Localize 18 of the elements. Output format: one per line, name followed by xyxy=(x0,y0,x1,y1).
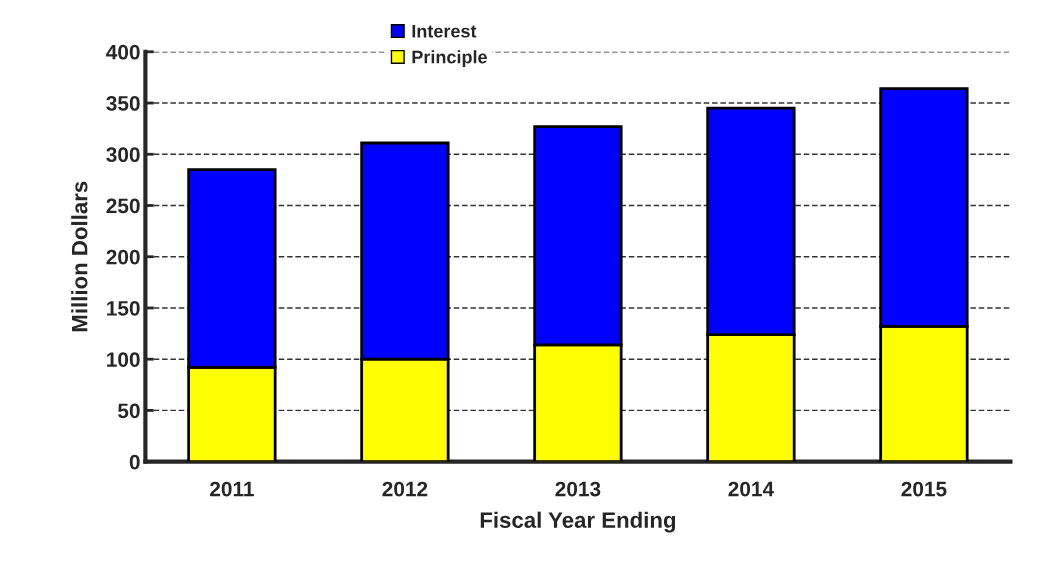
y-tick-label: 300 xyxy=(106,147,140,163)
y-tick-label: 100 xyxy=(107,352,140,367)
y-tick-label: 50 xyxy=(118,403,140,419)
x-tick-label: 2014 xyxy=(728,481,774,497)
x-axis-title: Fiscal Year Ending xyxy=(480,511,676,533)
x-tick-label: 2013 xyxy=(555,481,601,497)
legend-label: Interest xyxy=(412,24,477,38)
y-tick-label: 200 xyxy=(106,249,140,265)
y-tick-label: 0 xyxy=(129,454,140,470)
y-axis-title: Million Dollars xyxy=(71,181,88,332)
y-tick-label: 150 xyxy=(107,300,140,316)
y-tick-label: 350 xyxy=(106,96,140,111)
y-tick-label: 250 xyxy=(106,198,140,214)
x-tick-label: 2011 xyxy=(210,481,254,497)
x-tick-label: 2015 xyxy=(901,481,947,497)
x-tick-label: 2012 xyxy=(382,481,428,497)
y-tick-label: 400 xyxy=(106,44,140,60)
legend-label: Principle xyxy=(412,50,487,67)
